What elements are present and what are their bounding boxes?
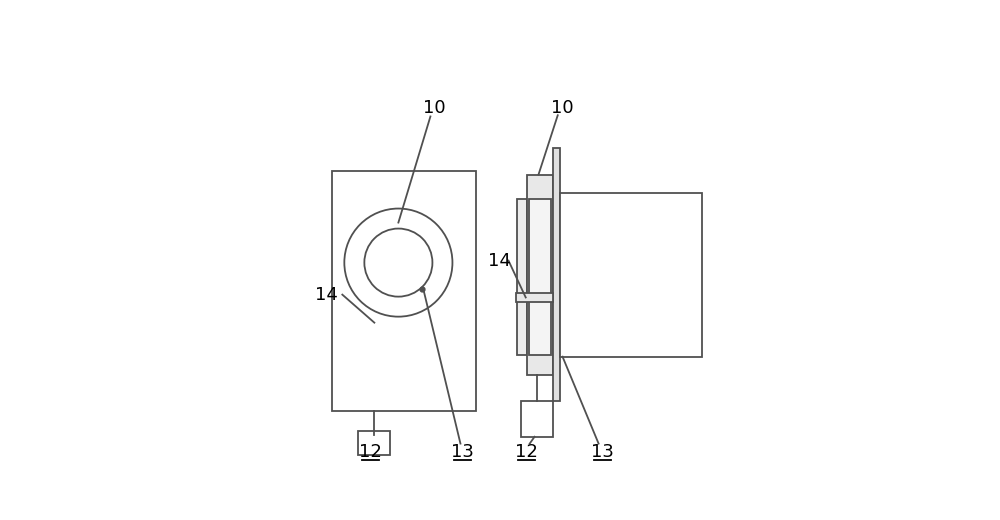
Text: 13: 13 [451, 443, 474, 461]
Bar [560, 192, 702, 357]
Bar [529, 199, 551, 355]
Text: 12: 12 [359, 443, 382, 461]
Text: 12: 12 [515, 443, 538, 461]
Bar [527, 175, 553, 375]
Text: 14: 14 [488, 252, 511, 269]
Text: 10: 10 [551, 99, 574, 118]
Bar [553, 149, 560, 401]
Text: 10: 10 [423, 99, 446, 118]
Bar [516, 293, 553, 302]
Text: 13: 13 [591, 443, 614, 461]
Bar [521, 401, 553, 437]
Bar [358, 431, 390, 455]
Bar [332, 171, 476, 411]
Bar [517, 199, 527, 355]
Text: 14: 14 [315, 285, 338, 304]
